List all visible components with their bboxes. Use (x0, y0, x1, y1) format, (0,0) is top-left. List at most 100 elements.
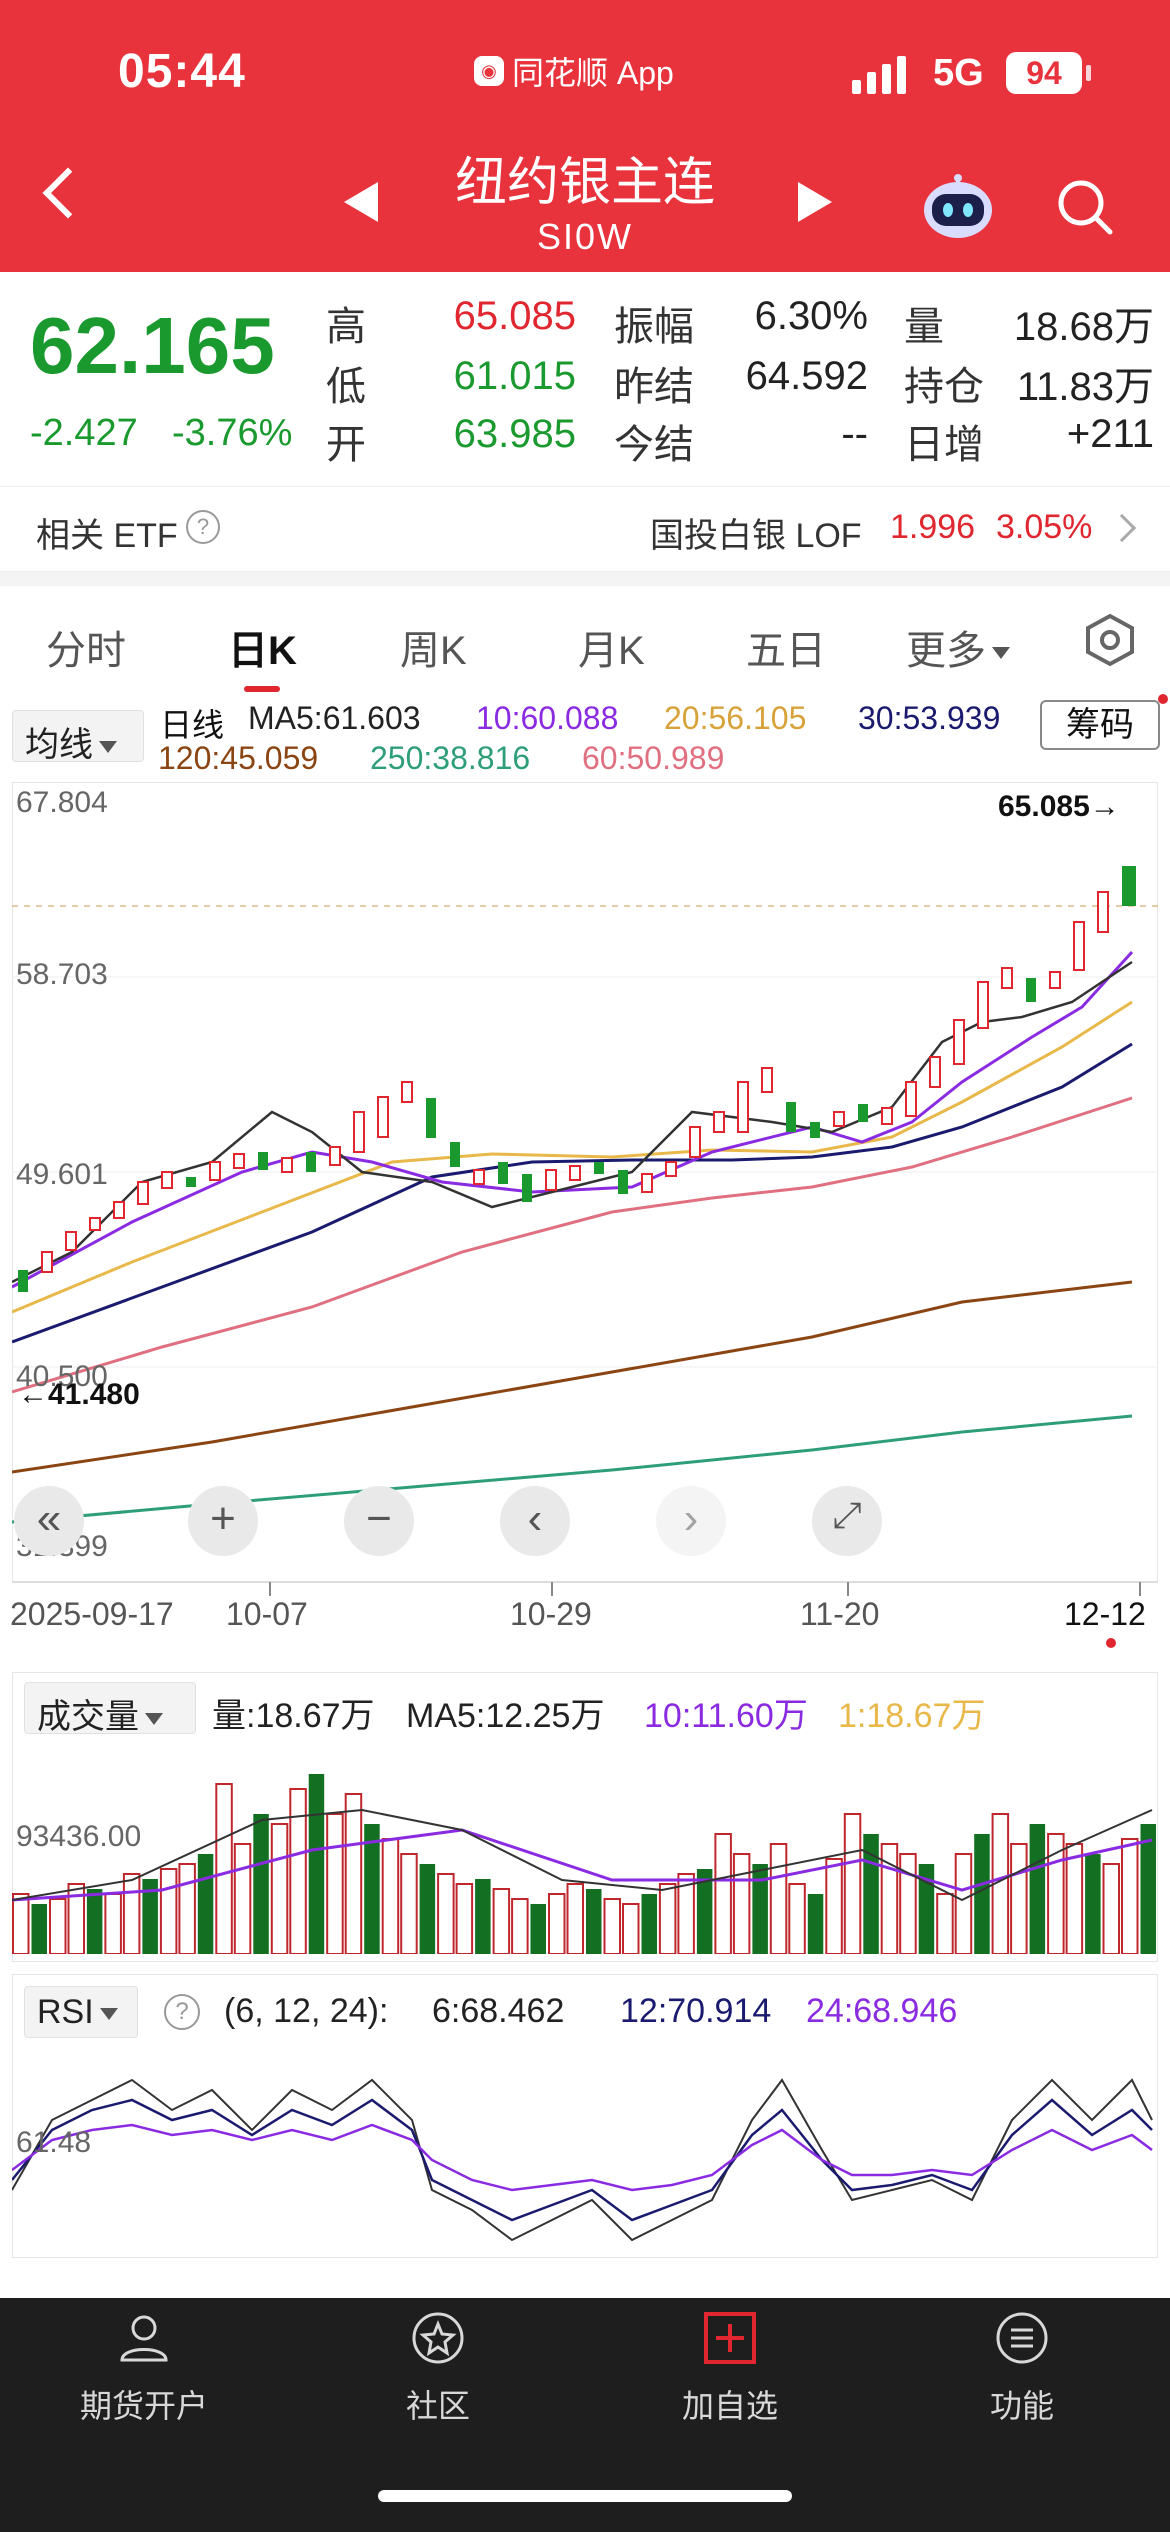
zoom-out-button[interactable] (344, 1486, 414, 1556)
price-axis-mid2: 49.601 (16, 1158, 108, 1191)
date-tick: 12-12 (1064, 1596, 1146, 1632)
volume-bar (253, 1814, 269, 1954)
volume-bar (12, 1893, 30, 1954)
nav-label: 期货开户 (79, 2388, 208, 2424)
battery-icon: 94 (1006, 52, 1082, 94)
nav-label: 加自选 (681, 2388, 778, 2424)
low-value: 61.015 (453, 354, 576, 398)
high-price-marker: 65.085→ (998, 790, 1120, 823)
today-settle-value: -- (841, 412, 868, 456)
date-tick: 11-20 (800, 1596, 880, 1632)
plus-icon: + (210, 1494, 236, 1543)
rsi-params: (6, 12, 24): (224, 1992, 389, 2030)
volume-bar (586, 1889, 602, 1954)
ma10-line (12, 950, 1134, 1289)
low-price-marker: ←41.480 (18, 1378, 140, 1411)
ma10-legend: 10:60.088 (476, 700, 619, 736)
rsi-axis-label: 61.48 (16, 2126, 92, 2159)
chip-distribution-button[interactable]: 筹码 (1040, 700, 1160, 750)
status-app[interactable]: ◉ 同花顺 App (474, 48, 674, 94)
search-icon[interactable] (1054, 176, 1114, 236)
related-etf-row[interactable] (0, 486, 1170, 572)
ma20-legend: 20:56.105 (664, 700, 807, 736)
caret-down-icon (145, 1713, 163, 1726)
volume-bar (437, 1873, 455, 1954)
volume-bar (86, 1889, 103, 1954)
rsi-panel[interactable] (12, 1974, 1158, 2258)
tab-more-label: 更多 (906, 629, 986, 673)
nav-community[interactable]: 社区 (338, 2310, 538, 2427)
volume-bar (788, 1883, 806, 1954)
nav-label: 社区 (405, 2388, 470, 2424)
current-date-dot (1106, 1638, 1116, 1648)
volume-bar (899, 1853, 917, 1954)
amplitude-label: 振幅 (614, 305, 694, 349)
rsi12-line (12, 2098, 1153, 2222)
volume-bar (511, 1898, 529, 1954)
tab-daily-k[interactable]: 日K (228, 629, 297, 673)
volume-bar (492, 1888, 511, 1954)
volume-panel[interactable] (12, 1672, 1158, 1962)
etf-name[interactable]: 国投白银 LOF (650, 517, 862, 555)
volume-bar (49, 1898, 67, 1954)
home-indicator[interactable] (378, 2490, 792, 2502)
volume-bar (548, 1893, 566, 1954)
next-contract-button[interactable] (798, 182, 832, 222)
open-interest-label: 持仓 (904, 365, 984, 409)
date-tick: 10-07 (226, 1596, 308, 1632)
rsi-selector[interactable]: RSI (24, 1986, 138, 2038)
volume-bar (455, 1883, 474, 1954)
volume-selector[interactable]: 成交量 (24, 1682, 196, 1736)
nav-futures-account[interactable]: 期货开户 (44, 2310, 244, 2427)
zoom-in-button[interactable] (188, 1486, 258, 1556)
help-icon[interactable]: ? (186, 510, 220, 544)
rsi6-line (12, 2078, 1153, 2242)
volume-bar (974, 1834, 990, 1954)
volume-bar (954, 1853, 973, 1954)
indicator-selector[interactable]: 均线 (12, 710, 144, 764)
scroll-right-button[interactable] (656, 1486, 726, 1556)
volume-value: 18.68万 (1013, 305, 1154, 349)
fullscreen-button[interactable] (812, 1486, 882, 1556)
back-button[interactable] (42, 167, 94, 219)
volume-ma10-legend: 10:11.60万 (644, 1697, 808, 1735)
volume-bar (31, 1904, 47, 1954)
open-label: 开 (326, 423, 366, 467)
price-axis-mid1: 58.703 (16, 958, 108, 991)
volume-bar (289, 1788, 307, 1954)
tab-intraday[interactable]: 分时 (46, 629, 126, 673)
volume-bar (419, 1864, 436, 1954)
ma5-legend: MA5:61.603 (248, 700, 421, 736)
header-bar: 05:44 ◉ 同花顺 App 5G 94 纽约银主连 SI0W (0, 0, 1170, 272)
volume-bar (936, 1893, 954, 1954)
prev-contract-button[interactable] (344, 182, 378, 222)
volume-bar (270, 1823, 289, 1954)
rewind-button[interactable] (14, 1486, 84, 1556)
volume-bar (732, 1853, 751, 1954)
volume-bar (1085, 1854, 1101, 1954)
volume-bar (364, 1824, 380, 1954)
kline-chart[interactable] (12, 782, 1158, 1582)
volume-bar (1140, 1824, 1156, 1954)
tab-more[interactable]: 更多 (906, 618, 1010, 676)
high-value: 65.085 (453, 294, 576, 338)
nav-add-watchlist[interactable]: 加自选 (630, 2310, 830, 2427)
notification-dot (1158, 694, 1168, 704)
price-axis-low: 40.500 (16, 1360, 108, 1393)
scroll-left-button[interactable] (500, 1486, 570, 1556)
add-box-icon (704, 2312, 756, 2364)
contract-code: SI0W (536, 216, 633, 257)
battery-tip (1086, 65, 1091, 81)
hexagon-settings-icon[interactable] (1082, 612, 1138, 668)
nav-functions[interactable]: 功能 (922, 2310, 1122, 2427)
app-logo-icon: ◉ (474, 56, 504, 86)
tab-five-day[interactable]: 五日 (746, 629, 826, 673)
ma250-legend: 250:38.816 (370, 740, 531, 776)
volume-bar (1010, 1843, 1028, 1954)
rsi-help-icon[interactable]: ? (164, 1994, 200, 2030)
volume-bar (1065, 1843, 1084, 1954)
volume-ma5-line (12, 1808, 1153, 1902)
tab-monthly-k[interactable]: 月K (578, 629, 645, 673)
tab-weekly-k[interactable]: 周K (400, 629, 467, 673)
robot-assistant-icon[interactable] (918, 172, 998, 242)
